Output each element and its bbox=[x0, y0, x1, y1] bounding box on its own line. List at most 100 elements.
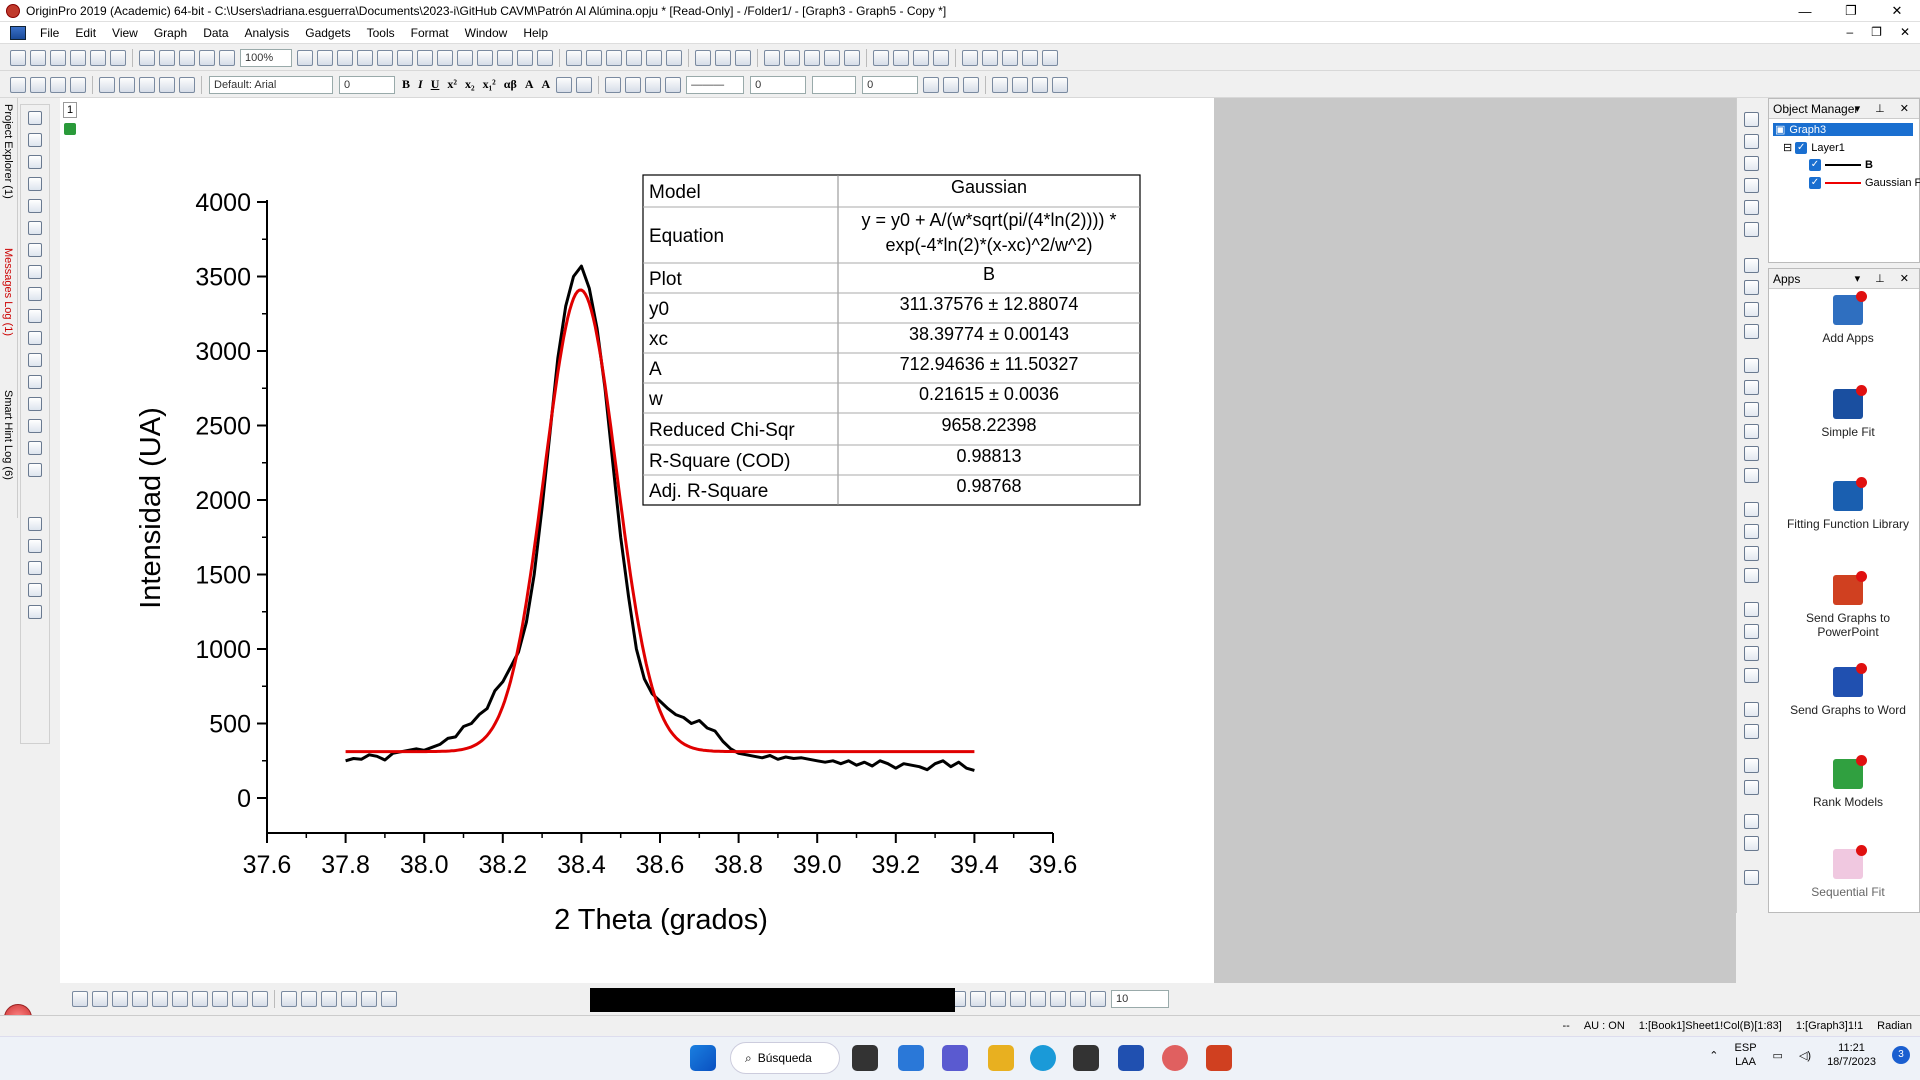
word-taskbar-icon[interactable] bbox=[1118, 1045, 1144, 1071]
scatter-plot-icon[interactable] bbox=[92, 991, 108, 1007]
lock-position-icon[interactable] bbox=[1744, 702, 1759, 717]
right-y-icon[interactable] bbox=[1744, 156, 1759, 171]
expand-icon[interactable]: ⊟ bbox=[1783, 142, 1793, 154]
app-simple-fit[interactable]: Simple Fit bbox=[1783, 385, 1913, 439]
align-icon[interactable] bbox=[556, 76, 573, 93]
mdi-close-button[interactable]: ✕ bbox=[1899, 25, 1910, 39]
multi-panel-icon[interactable] bbox=[152, 991, 168, 1007]
distribute-v-icon[interactable] bbox=[1744, 668, 1759, 683]
xrd-chart[interactable]: 0 500 1000 1500 2000 2500 3000 3500 4000 37.6 37.8… bbox=[60, 98, 1214, 983]
box-chart-icon[interactable] bbox=[666, 49, 682, 66]
menu-analysis[interactable]: Analysis bbox=[244, 25, 290, 40]
new-function-icon[interactable] bbox=[110, 49, 126, 66]
line-plot-icon[interactable] bbox=[72, 991, 88, 1007]
capture-icon[interactable] bbox=[1744, 814, 1759, 829]
supersubscript-button[interactable]: x₁² bbox=[482, 77, 496, 91]
mdi-restore-button[interactable]: ❐ bbox=[1871, 25, 1882, 39]
arrow-tool-icon[interactable] bbox=[28, 331, 42, 345]
menu-window[interactable]: Window bbox=[464, 25, 508, 40]
layer-ops-icon[interactable] bbox=[1744, 112, 1759, 127]
data-reader-icon[interactable] bbox=[28, 243, 42, 257]
scroll-tool-icon[interactable] bbox=[28, 199, 42, 213]
underline-button[interactable]: U bbox=[430, 77, 440, 91]
layout-icon[interactable] bbox=[1042, 49, 1058, 66]
color-scale-icon[interactable] bbox=[28, 517, 42, 531]
distribute-h-icon[interactable] bbox=[1744, 646, 1759, 661]
menu-tools[interactable]: Tools bbox=[366, 25, 395, 40]
menu-view[interactable]: View bbox=[112, 25, 138, 40]
set-x-icon[interactable] bbox=[784, 49, 800, 66]
add-layer-icon[interactable] bbox=[517, 49, 533, 66]
align-bottom-icon[interactable] bbox=[1744, 546, 1759, 561]
plot-series[interactable] bbox=[345, 264, 975, 772]
rescale-icon[interactable] bbox=[497, 49, 513, 66]
new-workbook-icon[interactable] bbox=[50, 49, 66, 66]
print-icon[interactable] bbox=[297, 49, 313, 66]
arrange-11-icon[interactable] bbox=[1090, 991, 1106, 1007]
menu-file[interactable]: File bbox=[40, 25, 60, 40]
arrange-10-icon[interactable] bbox=[1070, 991, 1086, 1007]
legend-icon[interactable] bbox=[28, 539, 42, 553]
layer-manager-icon[interactable] bbox=[1022, 49, 1038, 66]
arrange-7-icon[interactable] bbox=[1010, 991, 1026, 1007]
menu-graph[interactable]: Graph bbox=[153, 25, 188, 40]
new-project-icon[interactable] bbox=[10, 49, 26, 66]
app-sequential-fit[interactable]: Sequential Fit bbox=[1783, 845, 1913, 899]
area-plot-icon[interactable] bbox=[192, 991, 208, 1007]
last-icon[interactable] bbox=[933, 49, 949, 66]
task-view-icon[interactable] bbox=[852, 1045, 878, 1071]
arrange-5-icon[interactable] bbox=[970, 991, 986, 1007]
italic-button[interactable]: I bbox=[418, 77, 423, 91]
polar-plot-icon[interactable] bbox=[212, 991, 228, 1007]
import-csv-icon[interactable] bbox=[30, 76, 46, 93]
object-edit-icon[interactable] bbox=[1744, 358, 1759, 373]
previous-icon[interactable] bbox=[893, 49, 909, 66]
pan-tool-icon[interactable] bbox=[28, 397, 42, 411]
template-icon[interactable] bbox=[252, 991, 268, 1007]
legend-rebuild-icon[interactable] bbox=[1744, 258, 1759, 273]
app-rank-models[interactable]: Rank Models bbox=[1783, 755, 1913, 809]
clock[interactable]: 11:21 18/7/2023 bbox=[1827, 1041, 1876, 1069]
extract-graph-icon[interactable] bbox=[1744, 324, 1759, 339]
folder-open-icon[interactable] bbox=[982, 49, 998, 66]
language-indicator[interactable]: ESP LAA bbox=[1735, 1041, 1757, 1069]
line-style-select[interactable]: ——— bbox=[686, 75, 745, 94]
contour-icon[interactable] bbox=[341, 991, 357, 1007]
increase-font-button[interactable]: A bbox=[524, 77, 534, 91]
copy-format-icon[interactable] bbox=[159, 76, 175, 93]
pattern-size-select[interactable]: 0 bbox=[862, 75, 919, 94]
fit-results-table[interactable]: Model Gaussian Equation y = y0 + A/(w*sqrt(… bbox=[642, 174, 1141, 506]
origin-app-icon[interactable] bbox=[6, 3, 20, 18]
smart-hint-log-tab[interactable]: Smart Hint Log (6) bbox=[2, 390, 14, 480]
duplicate-icon[interactable] bbox=[337, 49, 353, 66]
set-none-icon[interactable] bbox=[844, 49, 860, 66]
layer-icon[interactable] bbox=[28, 561, 42, 575]
align-left-icon[interactable] bbox=[1744, 468, 1759, 483]
mdi-minimize-button[interactable]: – bbox=[1846, 25, 1854, 39]
3d-surface-icon[interactable] bbox=[281, 991, 297, 1007]
zoom-in-tool-icon[interactable] bbox=[28, 133, 42, 147]
fill-color-icon[interactable] bbox=[605, 76, 622, 93]
project-explorer-tab[interactable]: Project Explorer (1) bbox=[2, 104, 14, 199]
line-symbol-icon[interactable] bbox=[112, 991, 128, 1007]
arrange-9-icon[interactable] bbox=[1050, 991, 1066, 1007]
font-size-select[interactable]: 0 bbox=[339, 75, 395, 94]
arrange-6-icon[interactable] bbox=[990, 991, 1006, 1007]
app-send-powerpoint[interactable]: Send Graphs to PowerPoint bbox=[1783, 571, 1913, 639]
tree-plot-fit[interactable]: ✓ Gaussian F bbox=[1809, 177, 1920, 189]
draw-data-icon[interactable] bbox=[28, 441, 42, 455]
zoom-out-tool-icon[interactable] bbox=[28, 155, 42, 169]
rescale-tool-icon[interactable] bbox=[1744, 222, 1759, 237]
align-top-icon[interactable] bbox=[1744, 524, 1759, 539]
column-plot-icon[interactable] bbox=[132, 991, 148, 1007]
filter-icon[interactable] bbox=[695, 49, 711, 66]
widgets-icon[interactable] bbox=[898, 1045, 924, 1071]
store-icon[interactable] bbox=[1073, 1045, 1099, 1071]
menu-edit[interactable]: Edit bbox=[75, 25, 97, 40]
zoom-in-icon[interactable] bbox=[437, 49, 453, 66]
subscript-button[interactable]: x₂ bbox=[464, 77, 475, 91]
volume-icon[interactable]: ◁) bbox=[1798, 1049, 1812, 1062]
open-icon[interactable] bbox=[139, 49, 155, 66]
tree-layer-node[interactable]: ⊟ ✓ Layer1 bbox=[1783, 141, 1845, 154]
table-border-icon[interactable] bbox=[943, 76, 960, 93]
